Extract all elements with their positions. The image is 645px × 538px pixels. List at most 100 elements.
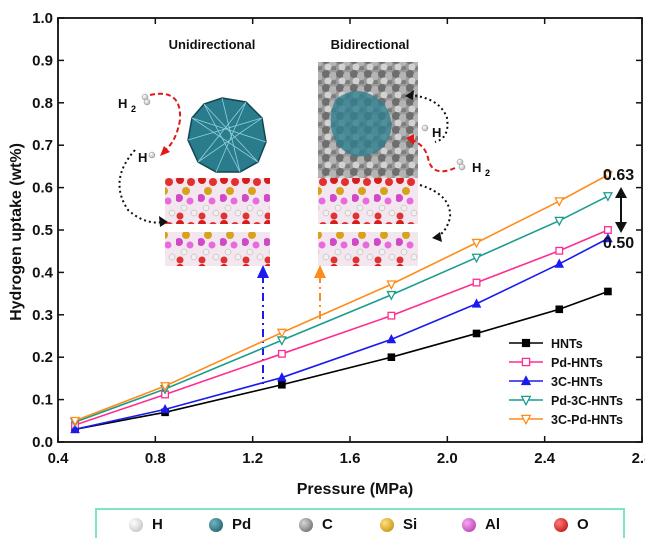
data-point-hnts	[387, 353, 396, 361]
data-point-hnts	[604, 287, 612, 296]
data-point-3c-hnts	[603, 233, 613, 243]
carbon-atom-icon	[299, 517, 313, 532]
annotation-063: 0.63	[603, 167, 634, 184]
legend-marker-3c-pd-hnts	[520, 414, 532, 426]
legend-marker-pd-hnts	[521, 357, 531, 367]
data-point-pd-3c-hnts	[471, 253, 482, 264]
silicon-atom-icon	[380, 517, 394, 532]
h-label-right: H	[432, 125, 441, 140]
legend-label-hnts: HNTs	[551, 337, 583, 351]
x-axis-title: Pressure (MPa)	[297, 481, 414, 498]
y-axis: 0.0 0.1 0.2 0.3 0.4 0.5 0.6 0.7 0.8 0.9 1.0	[32, 10, 642, 451]
data-point-3c-pd-hnts	[602, 170, 613, 181]
hnt-slab-upper-left	[165, 178, 270, 224]
data-point-pd-3c-hnts	[554, 216, 565, 227]
legend-label-pd-3c-hnts: Pd-3C-HNTs	[551, 394, 623, 408]
x-tick-label: 2.8	[632, 450, 645, 467]
data-point-pd-hnts	[472, 278, 481, 287]
svg-text:2: 2	[485, 168, 490, 178]
legend-marker-pd-3c-hnts	[520, 395, 532, 407]
element-label-h: H	[152, 516, 163, 533]
y-tick-label: 0.6	[32, 180, 53, 197]
legend-label-3c-pd-hnts: 3C-Pd-HNTs	[551, 413, 623, 427]
element-label-si: Si	[403, 516, 418, 533]
data-point-3c-hnts	[471, 298, 482, 308]
x-axis: 0.4 0.8 1.2 1.6 2.0 2.4 2.8	[48, 18, 645, 467]
element-label-pd: Pd	[232, 516, 252, 533]
y-tick-label: 0.8	[32, 95, 53, 112]
data-point-pd-hnts	[277, 349, 286, 358]
data-point-hnts	[472, 329, 481, 338]
data-point-3c-pd-hnts	[276, 328, 287, 339]
data-point-3c-pd-hnts	[471, 238, 482, 249]
data-point-pd-3c-hnts	[386, 290, 397, 301]
legend: HNTs Pd-HNTs 3C-HNTs Pd-3C-HNTs 3C-Pd-HNTs	[509, 337, 623, 427]
element-item-pd: Pd	[209, 516, 251, 533]
legend-label-3c-hnts: 3C-HNTs	[551, 375, 603, 389]
y-tick-label: 0.7	[32, 137, 53, 154]
x-tick-label: 0.4	[48, 450, 70, 467]
h2-label-right: H	[472, 160, 481, 175]
palladium-atom-icon	[209, 517, 223, 532]
pd-cluster-illustration	[187, 97, 267, 173]
element-color-legend: H Pd C Si Al O	[95, 508, 625, 538]
data-point-3c-hnts	[70, 423, 80, 434]
series-3c-pd-hnts	[70, 170, 613, 427]
svg-text:2: 2	[131, 104, 136, 114]
element-label-o: O	[577, 516, 589, 533]
data-point-pd-hnts	[603, 226, 612, 234]
data-point-3c-pd-hnts	[554, 197, 565, 207]
legend-marker-hnts	[521, 338, 531, 348]
series-3c-hnts	[70, 233, 613, 434]
y-axis-title: Hydrogen uptake (wt%)	[8, 143, 25, 321]
data-point-pd-3c-hnts	[602, 192, 613, 202]
x-tick-label: 1.6	[340, 450, 361, 467]
data-point-3c-hnts	[554, 258, 565, 268]
series-layer	[70, 170, 613, 434]
data-point-pd-hnts	[387, 311, 396, 320]
element-item-o: O	[554, 516, 589, 533]
h-label-left: H	[138, 150, 147, 165]
inset-title-bidirectional: Bidirectional	[331, 37, 410, 52]
x-tick-label: 2.4	[534, 450, 556, 467]
element-item-h: H	[129, 516, 163, 533]
y-tick-label: 0.9	[32, 52, 53, 69]
y-tick-label: 1.0	[32, 10, 53, 27]
inset-illustration: Unidirectional Bidirectional H 2 H H H 2	[118, 37, 490, 384]
data-point-3c-pd-hnts	[160, 382, 171, 392]
oxygen-atom-icon	[554, 517, 568, 532]
hnt-slab-lower-left	[165, 232, 270, 266]
y-tick-label: 0.4	[32, 264, 54, 281]
data-point-3c-pd-hnts	[70, 416, 81, 427]
element-label-c: C	[322, 516, 333, 533]
inset-title-unidirectional: Unidirectional	[169, 37, 256, 52]
data-point-3c-hnts	[160, 403, 170, 414]
hnt-slab-upper-right	[318, 178, 418, 224]
difference-arrow	[615, 187, 627, 233]
data-point-hnts	[278, 380, 286, 389]
y-tick-label: 0.2	[32, 349, 53, 366]
x-tick-label: 2.0	[437, 450, 458, 467]
aluminum-atom-icon	[462, 517, 476, 532]
y-tick-label: 0.3	[32, 307, 53, 324]
y-tick-label: 0.1	[32, 392, 53, 409]
hnt-slab-lower-right	[318, 232, 418, 266]
data-point-pd-hnts	[555, 246, 564, 255]
data-point-3c-pd-hnts	[386, 280, 397, 290]
data-point-3c-hnts	[277, 372, 287, 382]
element-item-al: Al	[462, 516, 500, 533]
x-tick-label: 0.8	[145, 450, 166, 467]
element-label-al: Al	[485, 516, 500, 533]
legend-label-pd-hnts: Pd-HNTs	[551, 356, 603, 370]
y-tick-label: 0.0	[32, 434, 53, 451]
legend-marker-3c-hnts	[520, 375, 532, 386]
hydrogen-atom-icon	[129, 517, 143, 532]
y-tick-label: 0.5	[32, 222, 53, 239]
x-tick-label: 1.2	[242, 450, 263, 467]
h2-label-left: H	[118, 96, 127, 111]
data-point-hnts	[555, 305, 564, 314]
data-point-3c-hnts	[386, 334, 397, 344]
annotation-050: 0.50	[603, 235, 634, 252]
element-item-c: C	[299, 516, 333, 533]
